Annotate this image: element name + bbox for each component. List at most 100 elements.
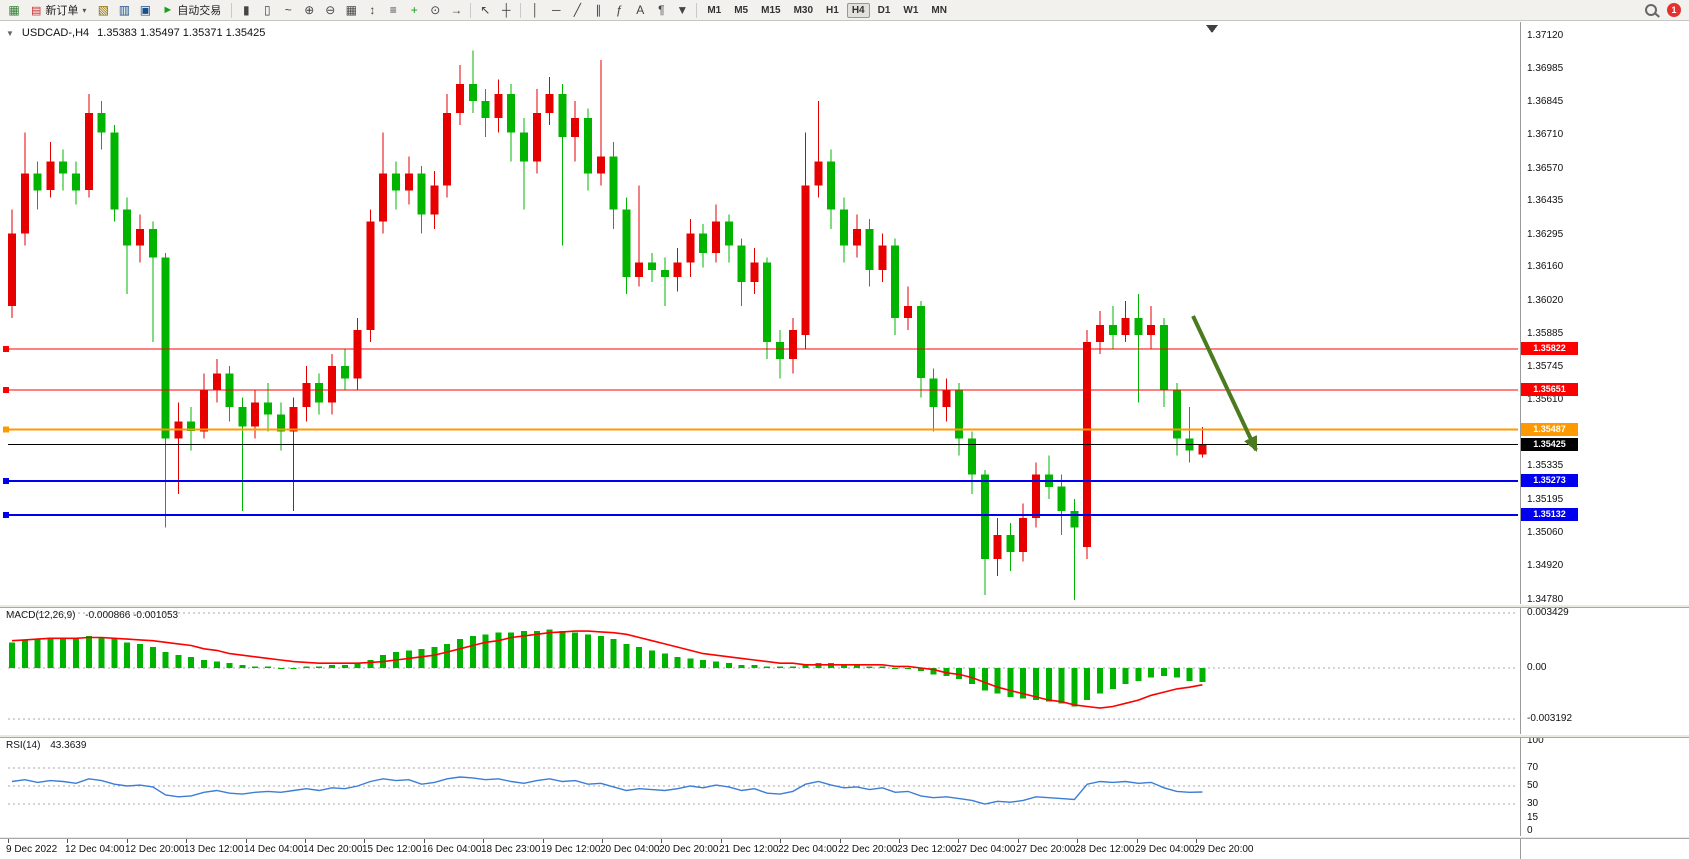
price-axis-label: 1.36020 [1527, 295, 1564, 306]
time-axis-label: 15 Dec 12:00 [362, 844, 422, 855]
time-axis-label: 27 Dec 20:00 [1016, 844, 1076, 855]
new-window-icon[interactable]: + [410, 3, 418, 17]
vertical-line-icon[interactable]: │ [531, 3, 540, 17]
one-click-trading-toggle[interactable]: ▼ [6, 28, 14, 38]
new-order-button[interactable]: ▤ 新订单 ▾ [25, 2, 92, 19]
panel-splitter[interactable] [0, 836, 1689, 839]
macd-signal-line [11, 630, 1203, 709]
price-tag-1.35822: 1.35822 [1521, 342, 1578, 355]
trendline-icon[interactable]: ╱ [573, 3, 581, 17]
candlestick-icon[interactable]: ▯ [264, 3, 271, 17]
price-axis-label: 1.35195 [1527, 494, 1564, 505]
timeframe-m15[interactable]: M15 [761, 4, 781, 16]
time-axis-label: 13 Dec 12:00 [184, 844, 244, 855]
sort-icon[interactable]: ↕ [369, 3, 376, 17]
price-tag-1.35273: 1.35273 [1521, 474, 1578, 487]
macd-values: -0.000866 -0.001053 [85, 610, 179, 621]
price-axis-label: 1.35610 [1527, 394, 1564, 405]
zoom-out-icon[interactable]: ⊖ [325, 3, 336, 17]
data-window-icon[interactable]: ▣ [139, 3, 152, 17]
time-tick [8, 839, 9, 843]
time-axis[interactable]: 9 Dec 2022 12 Dec 04:00 12 Dec 20:00 13 Dec… [0, 839, 1689, 859]
time-axis-label: 22 Dec 04:00 [778, 844, 838, 855]
line-chart-icon[interactable]: ~ [284, 3, 292, 17]
macd-canvas [8, 612, 1518, 720]
time-axis-label: 23 Dec 12:00 [897, 844, 957, 855]
zoom-in-icon[interactable]: ⊕ [304, 3, 315, 17]
time-tick [67, 839, 68, 843]
time-tick [364, 839, 365, 843]
hline-handle[interactable] [3, 387, 9, 394]
panel-splitter[interactable] [0, 734, 1689, 738]
timeframe-d1[interactable]: D1 [877, 4, 891, 16]
price-chart-panel[interactable]: ▼ USDCAD-,H4 1.35383 1.35497 1.35371 1.3… [0, 22, 1689, 605]
fibonacci-icon[interactable]: ƒ [615, 3, 623, 17]
rsi-axis-label: 0 [1527, 825, 1533, 836]
notification-badge[interactable]: 1 [1667, 3, 1681, 17]
timeframe-m30[interactable]: M30 [793, 4, 814, 16]
time-axis-label: 20 Dec 04:00 [600, 844, 660, 855]
time-tick [1137, 839, 1138, 843]
price-axis-label: 1.35060 [1527, 527, 1564, 538]
bar-chart-icon[interactable]: ▮ [243, 3, 250, 17]
price-axis-label: 1.36295 [1527, 229, 1564, 240]
time-axis-label: 29 Dec 20:00 [1194, 844, 1254, 855]
time-tick [186, 839, 187, 843]
cursor-icon[interactable]: ↖ [480, 3, 491, 17]
time-tick [899, 839, 900, 843]
hline-handle[interactable] [3, 345, 9, 352]
time-axis-label: 12 Dec 20:00 [125, 844, 185, 855]
label-icon[interactable]: ¶ [658, 3, 665, 17]
autotrading-button[interactable]: ► 自动交易 [156, 2, 227, 19]
search-icon[interactable] [1645, 4, 1657, 16]
rsi-panel[interactable]: RSI(14) 43.3639 100 70 50 30 15 0 [0, 735, 1689, 836]
hline-handle[interactable] [3, 426, 9, 433]
time-tick [602, 839, 603, 843]
time-axis-label: 28 Dec 12:00 [1075, 844, 1135, 855]
tile-windows-icon[interactable]: ▦ [345, 3, 357, 17]
macd-header: MACD(12,26,9) -0.000866 -0.001053 [6, 610, 178, 621]
rsi-header: RSI(14) 43.3639 [6, 740, 86, 751]
timeframe-w1[interactable]: W1 [903, 4, 919, 16]
market-watch-icon[interactable]: ▥ [118, 3, 131, 17]
chart-shift-marker[interactable] [1206, 25, 1218, 33]
time-tick [424, 839, 425, 843]
time-tick [127, 839, 128, 843]
channel-icon[interactable]: ∥ [595, 3, 602, 17]
price-chart-canvas[interactable] [0, 22, 1520, 604]
price-axis-label: 1.37120 [1527, 30, 1564, 41]
crosshair-icon[interactable]: ┼ [502, 3, 511, 17]
time-tick [1196, 839, 1197, 843]
chart-title: ▼ USDCAD-,H4 1.35383 1.35497 1.35371 1.3… [6, 27, 265, 39]
timeframe-h4[interactable]: H4 [846, 2, 870, 18]
horizontal-line-icon[interactable]: ─ [552, 3, 561, 17]
macd-axis-label: 0.003429 [1527, 607, 1569, 618]
timeframe-m5[interactable]: M5 [734, 4, 749, 16]
arrows-icon[interactable]: ▼ [676, 3, 689, 17]
macd-panel[interactable]: MACD(12,26,9) -0.000866 -0.001053 0.0034… [0, 607, 1689, 734]
timeframe-m1[interactable]: M1 [707, 4, 722, 16]
order-icon: ▤ [31, 4, 42, 17]
new-order-button-label: 新订单 [45, 5, 79, 17]
text-icon[interactable]: A [636, 3, 645, 17]
hline-handle[interactable] [3, 512, 9, 519]
time-tick [305, 839, 306, 843]
timeframe-mn[interactable]: MN [931, 4, 947, 16]
rsi-value: 43.3639 [50, 740, 87, 751]
hline-handle[interactable] [3, 478, 9, 485]
chart-ohlc: 1.35383 1.35497 1.35371 1.35425 [97, 27, 266, 39]
new-chart-icon[interactable]: ▦ [8, 3, 20, 17]
rsi-axis-label: 100 [1527, 735, 1544, 746]
toolbar-right-group: 1 [1645, 3, 1685, 17]
profiles-icon[interactable]: ▧ [97, 3, 110, 17]
time-axis-label: 9 Dec 2022 [6, 844, 58, 855]
chart-shift-icon[interactable]: → [450, 3, 463, 17]
price-tag-1.35425: 1.35425 [1521, 438, 1578, 451]
arrange-icon[interactable]: ≡ [389, 3, 397, 17]
trend-arrow[interactable] [1191, 315, 1258, 452]
timeframe-h1[interactable]: H1 [826, 4, 839, 16]
candles [8, 50, 1207, 600]
panel-splitter[interactable] [0, 604, 1689, 608]
period-clock-icon[interactable]: ⊙ [430, 3, 441, 17]
rsi-axis-label: 70 [1527, 762, 1539, 773]
